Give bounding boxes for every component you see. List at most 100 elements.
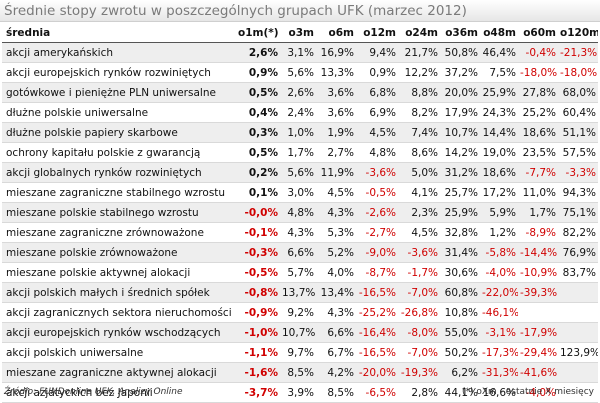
- fund-group-name: akcji azjatyckich bez Japonii: [2, 382, 236, 403]
- return-cell: 2,3%: [398, 202, 440, 223]
- fund-group-name: akcji europejskich rynków wschodzących: [2, 322, 236, 343]
- return-cell: 25,9%: [480, 82, 518, 103]
- return-cell: 4,3%: [316, 302, 356, 323]
- return-cell: 1,2%: [480, 222, 518, 243]
- return-cell: 2,6%: [280, 82, 316, 103]
- return-cell: 8,6%: [398, 142, 440, 163]
- return-cell: -16,5%: [356, 342, 398, 363]
- return-cell: -16,5%: [356, 282, 398, 303]
- return-cell: 76,9%: [558, 242, 598, 263]
- return-cell: 75,1%: [558, 202, 598, 223]
- return-cell: -14,4%: [518, 242, 558, 263]
- return-cell: 60,4%: [558, 102, 598, 123]
- return-cell: 4,5%: [398, 222, 440, 243]
- return-cell: 18,6%: [480, 162, 518, 183]
- return-cell: -0,0%: [236, 202, 280, 223]
- column-header: o6m: [316, 24, 356, 43]
- return-cell: 5,6%: [280, 62, 316, 83]
- return-cell: -3,1%: [480, 322, 518, 343]
- return-cell: 5,6%: [280, 162, 316, 183]
- return-cell: [558, 322, 598, 343]
- fund-group-name: mieszane zagraniczne aktywnej alokacji: [2, 362, 236, 383]
- return-cell: 2,7%: [316, 142, 356, 163]
- return-cell: 12,2%: [398, 62, 440, 83]
- return-cell: 4,2%: [316, 362, 356, 383]
- return-cell: -21,3%: [558, 42, 598, 63]
- return-cell: -0,1%: [236, 222, 280, 243]
- return-cell: 10,7%: [280, 322, 316, 343]
- return-cell: 2,4%: [280, 102, 316, 123]
- return-cell: 4,0%: [316, 262, 356, 283]
- fund-group-name: mieszane polskie zrównoważone: [2, 242, 236, 263]
- return-cell: -18,0%: [518, 62, 558, 83]
- source-note: Źródło: FUNDonline UFK, Analizy Online: [4, 387, 183, 397]
- return-cell: 17,9%: [440, 102, 480, 123]
- return-cell: 30,6%: [440, 262, 480, 283]
- return-cell: 1,0%: [280, 122, 316, 143]
- return-cell: 32,8%: [440, 222, 480, 243]
- return-cell: 0,3%: [236, 122, 280, 143]
- return-cell: 68,0%: [558, 82, 598, 103]
- column-header: średnia: [2, 24, 236, 43]
- column-header: o3m: [280, 24, 316, 43]
- return-cell: 0,4%: [236, 102, 280, 123]
- return-cell: 7,5%: [480, 62, 518, 83]
- return-cell: -19,3%: [398, 362, 440, 383]
- return-cell: -7,0%: [398, 282, 440, 303]
- return-cell: 83,7%: [558, 262, 598, 283]
- column-header: o24m: [398, 24, 440, 43]
- return-cell: 4,5%: [316, 182, 356, 203]
- return-cell: 18,6%: [518, 122, 558, 143]
- return-cell: 2,8%: [398, 382, 440, 403]
- return-cell: 31,4%: [440, 242, 480, 263]
- return-cell: -17,9%: [518, 322, 558, 343]
- fund-group-name: dłużne polskie uniwersalne: [2, 102, 236, 123]
- return-cell: 4,8%: [356, 142, 398, 163]
- return-cell: 57,5%: [558, 142, 598, 163]
- return-cell: 3,6%: [316, 102, 356, 123]
- return-cell: 16,6%: [480, 382, 518, 403]
- column-header: o1m(*): [236, 24, 280, 43]
- return-cell: -2,7%: [356, 222, 398, 243]
- return-cell: -3,3%: [558, 162, 598, 183]
- return-cell: 1,7%: [280, 142, 316, 163]
- column-header: o48m: [480, 24, 518, 43]
- return-cell: -41,6%: [518, 362, 558, 383]
- return-cell: 19,0%: [480, 142, 518, 163]
- table-row: mieszane polskie zrównoważone -0,3% 6,6% 5,…: [2, 242, 598, 263]
- return-cell: 51,1%: [558, 122, 598, 143]
- return-cell: 13,3%: [316, 62, 356, 83]
- period-note: (*) oXm - ostatnie X miesięcy: [462, 387, 594, 397]
- column-header: o60m: [518, 24, 558, 43]
- return-cell: 13,7%: [280, 282, 316, 303]
- return-cell: 25,7%: [440, 182, 480, 203]
- return-cell: 37,2%: [440, 62, 480, 83]
- return-cell: -8,9%: [518, 222, 558, 243]
- return-cell: -3,6%: [398, 242, 440, 263]
- return-cell: -16,4%: [356, 322, 398, 343]
- return-cell: 27,8%: [518, 82, 558, 103]
- return-cell: -9,0%: [356, 242, 398, 263]
- fund-group-name: mieszane zagraniczne stabilnego wzrostu: [2, 182, 236, 203]
- return-cell: 6,6%: [280, 242, 316, 263]
- return-cell: [558, 362, 598, 383]
- header-row: średnia o1m(*) o3m o6m o12m o24m o36m o4…: [2, 24, 598, 43]
- return-cell: 9,2%: [280, 302, 316, 323]
- return-cell: -8,7%: [356, 262, 398, 283]
- column-header: o12m: [356, 24, 398, 43]
- return-cell: -0,5%: [236, 262, 280, 283]
- column-header: o120m: [558, 24, 598, 43]
- return-cell: 0,1%: [236, 182, 280, 203]
- return-cell: -5,8%: [480, 242, 518, 263]
- return-cell: 23,5%: [518, 142, 558, 163]
- return-cell: -10,9%: [518, 262, 558, 283]
- return-cell: [558, 302, 598, 323]
- return-cell: 8,2%: [398, 102, 440, 123]
- return-cell: 8,8%: [398, 82, 440, 103]
- table-title: Średnie stopy zwrotu w poszczególnych gr…: [0, 0, 600, 22]
- return-cell: 1,7%: [518, 202, 558, 223]
- table-row: mieszane zagraniczne zrównoważone -0,1% 4,…: [2, 222, 598, 243]
- fund-group-name: akcji polskich uniwersalne: [2, 342, 236, 363]
- return-cell: 21,7%: [398, 42, 440, 63]
- return-cell: 5,7%: [280, 262, 316, 283]
